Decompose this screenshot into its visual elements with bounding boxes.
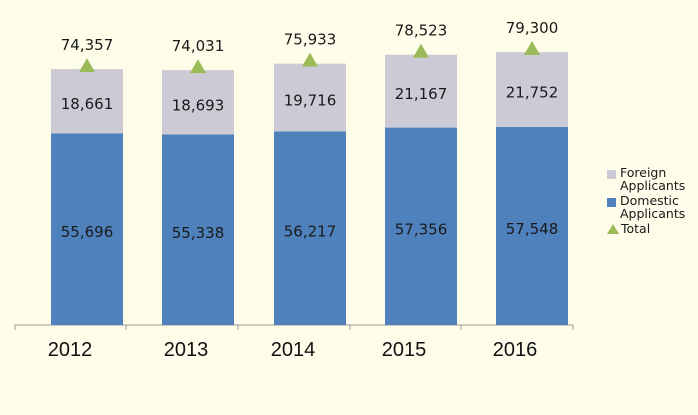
data-label-domestic: 57,548 — [506, 220, 559, 238]
legend-item-total: Total — [607, 222, 697, 235]
legend-label-domestic: Domestic Applicants — [620, 193, 686, 221]
data-label-foreign: 21,752 — [506, 83, 559, 101]
data-label-foreign: 19,716 — [284, 92, 337, 110]
bar-domestic — [496, 126, 568, 325]
total-marker — [302, 52, 318, 67]
bar-foreign — [51, 69, 123, 134]
x-tick-label: 2012 — [48, 339, 93, 361]
data-label-total: 74,031 — [172, 37, 225, 55]
x-tick-label: 2015 — [382, 339, 427, 361]
data-label-total: 75,933 — [284, 31, 337, 49]
data-label-domestic: 56,217 — [284, 222, 337, 240]
legend-swatch-domestic — [607, 198, 616, 207]
data-label-domestic: 55,696 — [61, 223, 114, 241]
legend-label-foreign: Foreign Applicants — [620, 165, 686, 193]
bar-foreign — [496, 52, 568, 127]
legend-item-domestic: Domestic Applicants — [607, 194, 697, 220]
bar-domestic — [51, 133, 123, 325]
legend-swatch-foreign — [607, 170, 616, 179]
data-label-foreign: 18,693 — [172, 96, 225, 114]
total-marker — [413, 43, 429, 58]
data-label-foreign: 21,167 — [395, 85, 448, 103]
bar-foreign — [274, 63, 346, 132]
bar-foreign — [162, 70, 234, 135]
data-label-total: 74,357 — [61, 36, 114, 54]
bar-domestic — [162, 134, 234, 325]
data-label-domestic: 55,338 — [172, 224, 225, 242]
total-marker — [79, 58, 95, 73]
total-marker — [190, 59, 206, 74]
bar-domestic — [385, 127, 457, 325]
x-tick-label: 2013 — [164, 339, 209, 361]
legend-triangle-icon — [607, 224, 619, 234]
bar-domestic — [274, 131, 346, 325]
legend-label-total: Total — [621, 221, 651, 236]
bar-foreign — [385, 54, 457, 128]
data-label-total: 79,300 — [506, 19, 559, 37]
data-label-foreign: 18,661 — [61, 95, 114, 113]
x-tick-label: 2016 — [493, 339, 538, 361]
legend-item-foreign: Foreign Applicants — [607, 166, 697, 192]
legend: Foreign Applicants Domestic Applicants T… — [607, 166, 697, 237]
data-label-domestic: 57,356 — [395, 220, 448, 238]
total-marker — [524, 41, 540, 56]
x-tick-label: 2014 — [271, 339, 316, 361]
data-label-total: 78,523 — [395, 22, 448, 40]
